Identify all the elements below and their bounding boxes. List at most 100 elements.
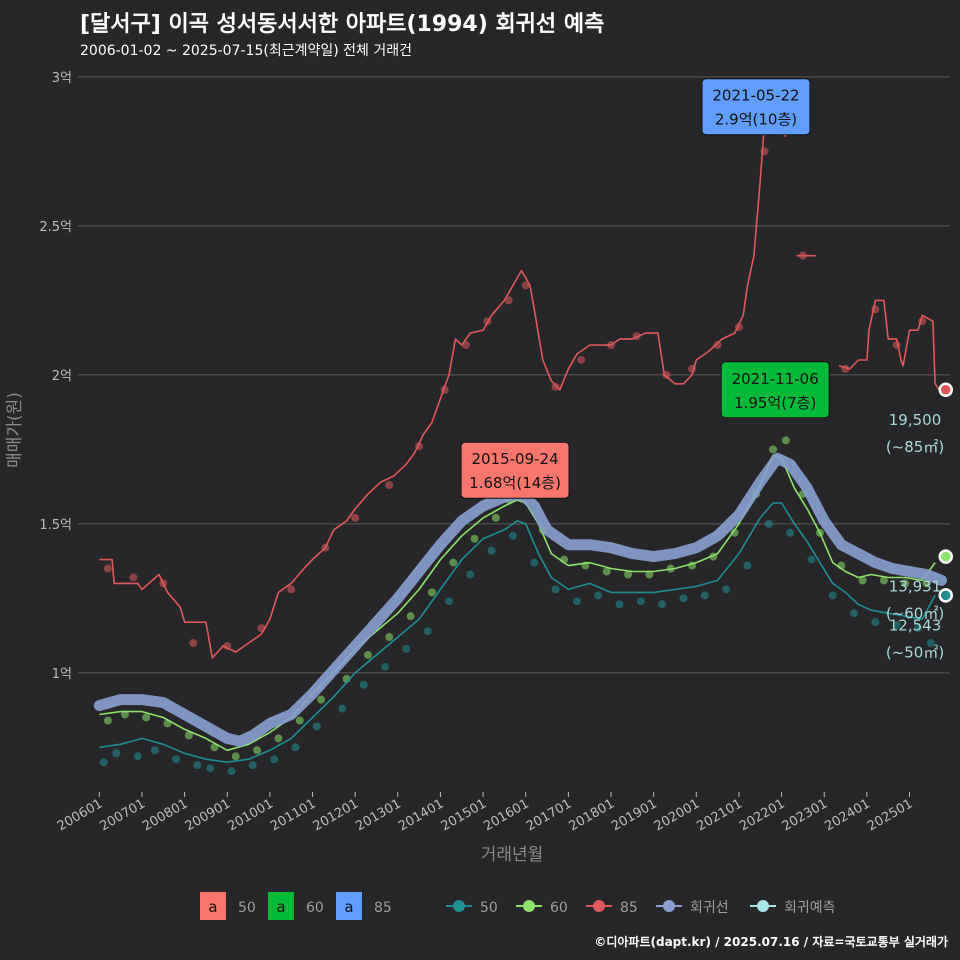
scatter-dot-50: [530, 558, 539, 567]
legend: a 50 a 60 a 85 50 60 85 회귀선 회귀예측: [200, 892, 836, 920]
callout-box: [701, 78, 811, 136]
scatter-dot-60: [645, 570, 654, 579]
legend-box-letter: a: [208, 898, 217, 916]
scatter-dot-50: [381, 662, 390, 671]
scatter-dot-50: [926, 639, 935, 648]
x-axis-ticks: 2006012007012008012009012010012011012012…: [55, 792, 915, 834]
end-point-50: [938, 588, 953, 603]
scatter-dot-50: [551, 585, 560, 594]
scatter-dot-60: [901, 579, 910, 588]
scatter-dot-60: [120, 710, 129, 719]
end-value-60: 13,931: [889, 578, 942, 596]
scatter-dot-60: [406, 612, 415, 621]
callout-price: 1.95억(7층): [734, 394, 816, 412]
scatter-dot-50: [786, 528, 795, 537]
legend-box-label-85: 85: [374, 900, 392, 916]
legend-dot-swatch: [757, 900, 769, 912]
scatter-dot-50: [112, 749, 121, 758]
scatter-dot-50: [227, 767, 236, 776]
x-tick-label: 202101: [694, 796, 744, 834]
scatter-dot-85: [189, 639, 198, 648]
x-axis-title: 거래년월: [481, 845, 544, 865]
scatter-dot-85: [577, 355, 586, 364]
scatter-dot-50: [133, 752, 142, 761]
chart-subtitle: 2006-01-02 ~ 2025-07-15(최근계약일) 전체 거래건: [80, 43, 412, 59]
callout-85: 2021-05-22 2.9억(10층): [701, 78, 811, 136]
x-tick-label: 201101: [268, 796, 318, 834]
scatter-dot-60: [879, 576, 888, 585]
x-tick-label: 201701: [524, 796, 574, 834]
price-line-85: [99, 105, 787, 659]
series-lines: [93, 105, 947, 763]
x-tick-label: 200901: [183, 796, 233, 834]
scatter-dot-50: [572, 597, 581, 606]
scatter-dot-50: [487, 546, 496, 555]
legend-line-label: 회귀예측: [784, 900, 836, 916]
regression-line: [93, 452, 947, 747]
scatter-dot-60: [427, 588, 436, 597]
scatter-dot-50: [807, 555, 816, 564]
y-tick-label: 2억: [52, 369, 72, 384]
scatter-dot-50: [914, 624, 923, 633]
x-tick-label: 202201: [737, 796, 787, 834]
y-tick-label: 1.5억: [39, 518, 72, 533]
callout-price: 1.68억(14층): [469, 474, 561, 492]
legend-box-letter: a: [276, 898, 285, 916]
legend-box-85: [336, 892, 362, 920]
legend-dot-swatch: [663, 900, 675, 912]
scatter-dot-60: [274, 734, 283, 743]
callout-date: 2021-05-22: [712, 87, 799, 105]
y-axis-ticks: 1억 1.5억 2억 2.5억 3억: [39, 71, 72, 682]
footer-credit: ©디아파트(dapt.kr) / 2025.07.16 / 자료=국토교통부 실…: [594, 935, 948, 949]
scatter-dot-60: [922, 579, 931, 588]
end-point-60: [938, 549, 953, 564]
callout-labels: 2015-09-241.68억(14층)2021-05-222.9억(10층)2…: [460, 78, 830, 499]
x-tick-label: 201401: [396, 796, 446, 834]
scatter-dot-60: [184, 731, 193, 740]
scatter-dot-60: [317, 695, 326, 704]
callout-date: 2015-09-24: [471, 450, 558, 468]
end-point-markers: 19,500 (~85㎡) 13,931 (~60㎡)12,543 (~50㎡): [886, 382, 953, 661]
legend-dot-swatch: [453, 900, 465, 912]
y-tick-label: 1억: [52, 667, 72, 682]
legend-box-60: [268, 892, 294, 920]
scatter-dot-60: [769, 445, 778, 454]
end-area-50: (~50㎡): [886, 643, 944, 661]
scatter-dot-50: [172, 755, 181, 764]
scatter-dot-50: [402, 644, 411, 653]
scatter-dot-60: [253, 746, 262, 755]
scatter-dot-50: [743, 561, 752, 570]
x-tick-label: 202301: [780, 796, 830, 834]
scatter-dot-60: [602, 567, 611, 576]
x-tick-label: 201601: [481, 796, 531, 834]
x-tick-label: 201201: [311, 796, 361, 834]
end-value-50: 12,543: [889, 616, 942, 634]
scatter-dot-50: [764, 519, 773, 528]
callout-60: 2021-11-06 1.95억(7층): [720, 361, 830, 419]
legend-line-label: 60: [550, 900, 568, 916]
x-tick-label: 201501: [439, 796, 489, 834]
scatter-dot-50: [508, 531, 517, 540]
scatter-dot-50: [700, 591, 709, 600]
chart-title: [달서구] 이곡 성서동서서한 아파트(1994) 회귀선 예측: [80, 12, 605, 37]
y-tick-label: 3억: [52, 71, 72, 86]
scatter-dot-50: [828, 591, 837, 600]
callout-box: [720, 361, 830, 419]
scatter-dot-50: [338, 704, 347, 713]
scatter-dot-50: [99, 758, 108, 767]
y-tick-label: 2.5억: [39, 220, 72, 235]
scatter-dot-85: [351, 513, 360, 522]
scatter-dot-50: [871, 618, 880, 627]
legend-line-label: 회귀선: [690, 900, 729, 916]
scatter-dot-60: [363, 650, 372, 659]
callout-price: 2.9억(10층): [715, 111, 797, 129]
callout-box: [460, 441, 570, 499]
x-tick-label: 202501: [865, 796, 915, 834]
legend-dot-swatch: [523, 900, 535, 912]
scatter-dot-60: [781, 436, 790, 445]
scatter-dot-85: [521, 281, 530, 290]
y-axis-title: 매매가(원): [5, 392, 25, 468]
price-line-85: [838, 299, 946, 391]
scatter-dot-85: [551, 382, 560, 391]
